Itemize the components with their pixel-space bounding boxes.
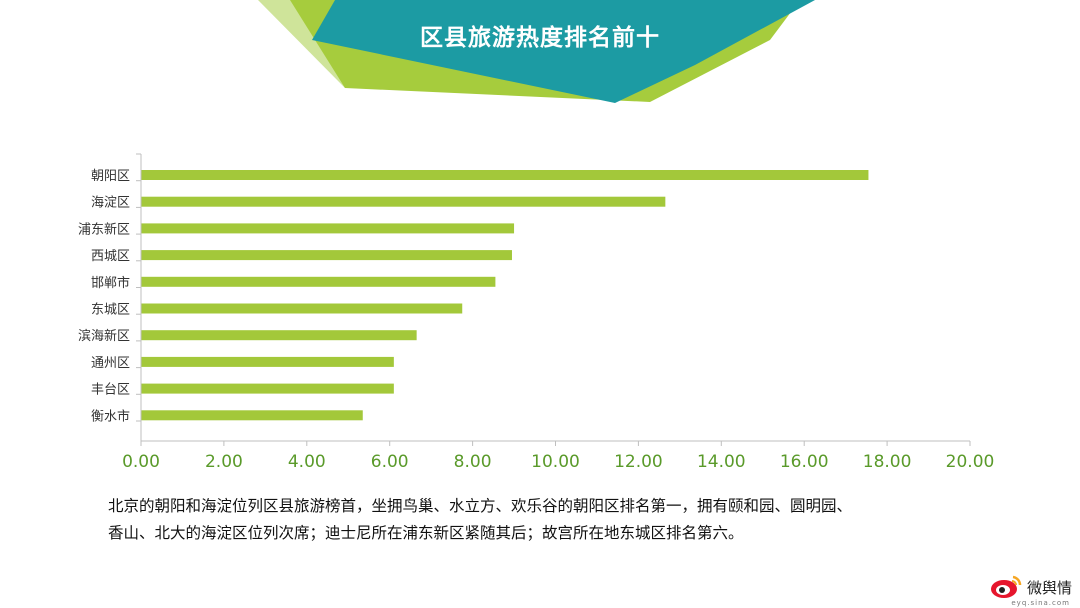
x-tick-label: 6.00 [371, 452, 409, 472]
category-label: 邯郸市 [91, 275, 130, 291]
x-tick-label: 20.00 [946, 452, 995, 472]
x-tick-label: 8.00 [454, 452, 492, 472]
page-title: 区县旅游热度排名前十 [420, 25, 660, 51]
caption-line-1: 北京的朝阳和海淀位列区县旅游榜首，坐拥鸟巢、水立方、欢乐谷的朝阳区排名第一，拥有… [108, 497, 853, 515]
bar-8 [141, 356, 394, 367]
x-tick-label: 10.00 [531, 452, 580, 472]
category-label: 东城区 [91, 303, 130, 318]
caption: 北京的朝阳和海淀位列区县旅游榜首，坐拥鸟巢、水立方、欢乐谷的朝阳区排名第一，拥有… [108, 493, 998, 547]
x-tick-label: 4.00 [288, 452, 326, 472]
x-tick-label: 14.00 [697, 452, 746, 472]
bar-10 [141, 410, 363, 421]
bar-2 [141, 196, 666, 207]
banner-shape-teal [312, 0, 815, 103]
x-tick-label: 18.00 [863, 452, 912, 472]
x-tick-label: 12.00 [614, 452, 663, 472]
category-label: 丰台区 [91, 383, 130, 398]
category-label: 西城区 [91, 249, 130, 264]
category-label: 通州区 [91, 356, 130, 371]
bar-group [141, 170, 869, 421]
x-tick-label: 16.00 [780, 452, 829, 472]
bar-1 [141, 170, 869, 180]
category-label: 滨海新区 [78, 328, 130, 344]
weibo-eye-icon [990, 575, 1022, 598]
x-axis: 0.00 2.00 4.00 6.00 8.00 10.00 12.00 14.00 16.00… [122, 153, 995, 472]
bar-9 [141, 383, 394, 394]
bar-3 [141, 223, 515, 234]
category-label: 浦东新区 [78, 221, 130, 237]
watermark-text: 微舆情 [1026, 578, 1072, 597]
watermark: 微舆情 eyq.sina.com [989, 572, 1072, 607]
caption-line-2: 香山、北大的海淀区位列次席；迪士尼所在浦东新区紧随其后；故宫所在地东城区排名第六… [108, 524, 744, 542]
watermark-subtext: eyq.sina.com [1011, 599, 1070, 607]
category-label: 衡水市 [91, 408, 130, 424]
x-tick-label: 0.00 [122, 452, 160, 472]
bar-7 [141, 330, 417, 341]
category-label: 朝阳区 [91, 169, 130, 184]
x-tick-label: 2.00 [205, 452, 243, 472]
bar-4 [141, 250, 512, 261]
bar-6 [141, 303, 463, 314]
bar-5 [141, 276, 496, 287]
category-label: 海淀区 [91, 196, 130, 211]
title-banner [258, 0, 815, 103]
